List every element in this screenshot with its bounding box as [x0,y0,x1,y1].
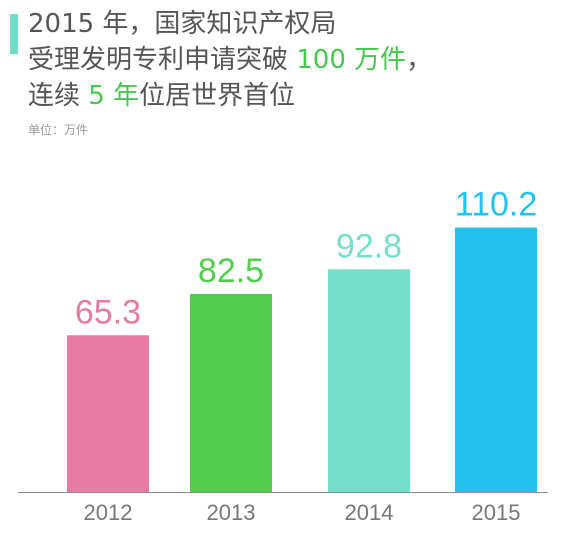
title-line-1: 2015 年，国家知识产权局 [28,9,337,39]
value-label-2015: 110.2 [455,186,538,224]
unit-label: 单位：万件 [28,123,89,137]
value-label-2014: 92.8 [336,227,402,265]
title-line-3-tail: 位居世界首位 [139,81,296,111]
title-highlight-count: 100 万件 [296,45,407,75]
title-accent-bar [10,14,18,54]
value-label-2012: 65.3 [75,293,141,331]
title-line-3-text: 连续 [28,81,89,111]
x-tick-label-2013: 2013 [207,500,256,525]
title-line-3: 连续 5 年位居世界首位 [28,78,432,114]
bar-2013 [190,294,272,492]
bar-2012 [67,335,149,492]
x-tick-label-2012: 2012 [84,500,133,525]
bar-2015 [455,227,537,492]
x-tick-label-2014: 2014 [345,500,394,525]
title-highlight-years: 5 年 [88,81,140,111]
title-line-2-tail: ， [406,45,433,75]
title-line-2-text: 受理发明专利申请突破 [28,45,297,75]
chart-title: 2015 年，国家知识产权局 受理发明专利申请突破 100 万件， 连续 5 年… [28,6,432,114]
value-label-2013: 82.5 [198,252,264,290]
bar-2014 [328,269,410,492]
x-tick-label-2015: 2015 [472,500,521,525]
title-line-2: 受理发明专利申请突破 100 万件， [28,42,432,78]
